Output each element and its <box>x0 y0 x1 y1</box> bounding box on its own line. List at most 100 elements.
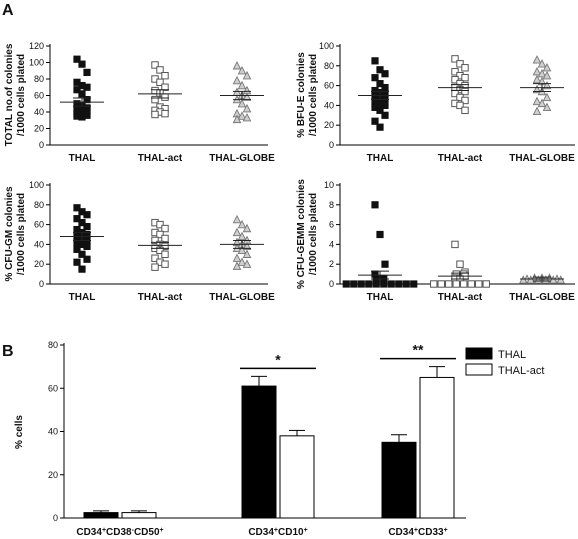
data-point-14 <box>161 109 169 118</box>
data-point-0 <box>73 204 81 212</box>
y-tick-label: 0 <box>39 279 44 289</box>
data-point-9 <box>365 280 373 288</box>
scatter-panel-total-colonies: 0 20 40 60 80 100 120 TOTAL no.of colonies/1000… <box>4 41 275 164</box>
data-point-0 <box>73 55 81 63</box>
data-point-2 <box>381 260 389 268</box>
significance-star: ** <box>413 342 424 358</box>
data-point-9 <box>151 95 159 104</box>
data-point-11 <box>380 280 388 288</box>
y-tick-label: 40 <box>34 239 44 249</box>
data-point-5 <box>83 83 91 91</box>
data-point-13 <box>537 98 547 108</box>
data-point-6 <box>151 236 159 245</box>
y-axis-label: % cells <box>14 415 25 449</box>
data-point-15 <box>482 280 490 288</box>
data-point-0 <box>532 55 542 64</box>
data-point-1 <box>156 220 164 229</box>
data-point-7 <box>78 90 86 98</box>
data-point-2 <box>242 70 252 80</box>
y-tick-label: 60 <box>48 383 58 393</box>
data-point-8 <box>161 93 169 101</box>
data-point-0 <box>371 57 379 65</box>
data-point-14 <box>475 280 483 288</box>
y-tick-label: 100 <box>29 180 44 190</box>
scatter-panel-cfu-gemm: 0 2 4 6 8 10 % CFU-GEMM colonies/1000 cells pl… <box>296 179 575 303</box>
data-point-0 <box>451 55 459 63</box>
category-label: THAL-act <box>138 153 183 164</box>
data-point-6 <box>451 75 459 84</box>
legend-swatch-thal <box>465 347 493 360</box>
data-point-3 <box>232 227 242 237</box>
y-tick-label: 0 <box>329 279 334 289</box>
data-point-17 <box>83 255 91 263</box>
data-point-13 <box>237 257 247 266</box>
data-point-19 <box>78 113 86 121</box>
legend-label: THAL-act <box>498 365 544 377</box>
category-label: THAL-GLOBE <box>209 153 275 164</box>
bar-thal-act-1 <box>279 435 315 519</box>
category-label: CD34+CD38-CD50+ <box>76 527 163 539</box>
data-point-3 <box>73 215 81 223</box>
data-point-13 <box>467 280 475 288</box>
data-point-0 <box>151 61 159 69</box>
data-point-7 <box>350 280 358 288</box>
data-point-4 <box>156 230 164 239</box>
data-point-15 <box>151 110 159 119</box>
data-point-5 <box>83 222 91 231</box>
y-axis-label: /1000 cells plated <box>16 193 27 275</box>
data-point-1 <box>537 59 547 68</box>
bar-thal-act-0 <box>121 512 157 519</box>
y-tick-label: 0 <box>53 513 58 523</box>
data-point-1 <box>376 230 384 239</box>
data-point-8 <box>242 92 252 101</box>
data-point-12 <box>387 280 395 288</box>
scatter-panel-bfu-e: 0 20 40 60 80 100 % BFU-E colonies/1000 cells … <box>296 41 575 164</box>
data-point-3 <box>451 68 459 76</box>
data-point-6 <box>232 87 242 96</box>
y-tick-label: 0 <box>39 140 44 150</box>
y-tick-label: 20 <box>34 259 44 269</box>
data-point-0 <box>451 240 459 249</box>
data-point-15 <box>73 245 81 253</box>
y-tick-label: 80 <box>324 61 334 71</box>
legend-swatch-thal-act <box>465 363 493 376</box>
data-point-2 <box>83 211 91 219</box>
data-point-2 <box>161 72 169 80</box>
data-point-10 <box>445 280 453 288</box>
data-point-2 <box>242 223 252 233</box>
data-point-10 <box>372 280 380 288</box>
data-point-13 <box>395 280 403 288</box>
y-tick-label: 40 <box>34 107 44 117</box>
data-point-14 <box>83 242 91 250</box>
data-point-12 <box>548 275 558 284</box>
y-axis-label: % CFU-GM colonies <box>4 186 15 281</box>
category-label: THAL <box>367 292 394 303</box>
data-point-19 <box>376 123 384 131</box>
y-tick-label: 4 <box>329 239 334 249</box>
category-label: THAL-GLOBE <box>209 292 275 303</box>
data-point-1 <box>237 65 247 75</box>
y-tick-label: 6 <box>329 220 334 230</box>
y-axis-label: /1000 cells plated <box>308 54 319 136</box>
significance-star: * <box>275 351 281 367</box>
data-point-14 <box>381 101 389 109</box>
data-point-14 <box>242 112 252 122</box>
data-point-5 <box>161 83 169 91</box>
data-point-9 <box>526 275 536 284</box>
data-point-12 <box>232 253 242 262</box>
y-axis-label: % BFU-E colonies <box>296 52 307 138</box>
panel-letter-b: B <box>2 343 14 360</box>
data-point-13 <box>556 275 566 284</box>
category-label: THAL-act <box>438 153 483 164</box>
category-label: THAL <box>69 153 96 164</box>
y-axis-label: /1000 cells plated <box>308 193 319 275</box>
y-tick-label: 2 <box>329 259 334 269</box>
data-point-11 <box>242 249 252 258</box>
data-point-12 <box>460 280 468 288</box>
y-tick-label: 20 <box>34 124 44 134</box>
data-point-14 <box>461 96 469 105</box>
data-point-8 <box>542 80 552 90</box>
data-point-1 <box>156 66 164 74</box>
data-point-8 <box>518 275 528 284</box>
